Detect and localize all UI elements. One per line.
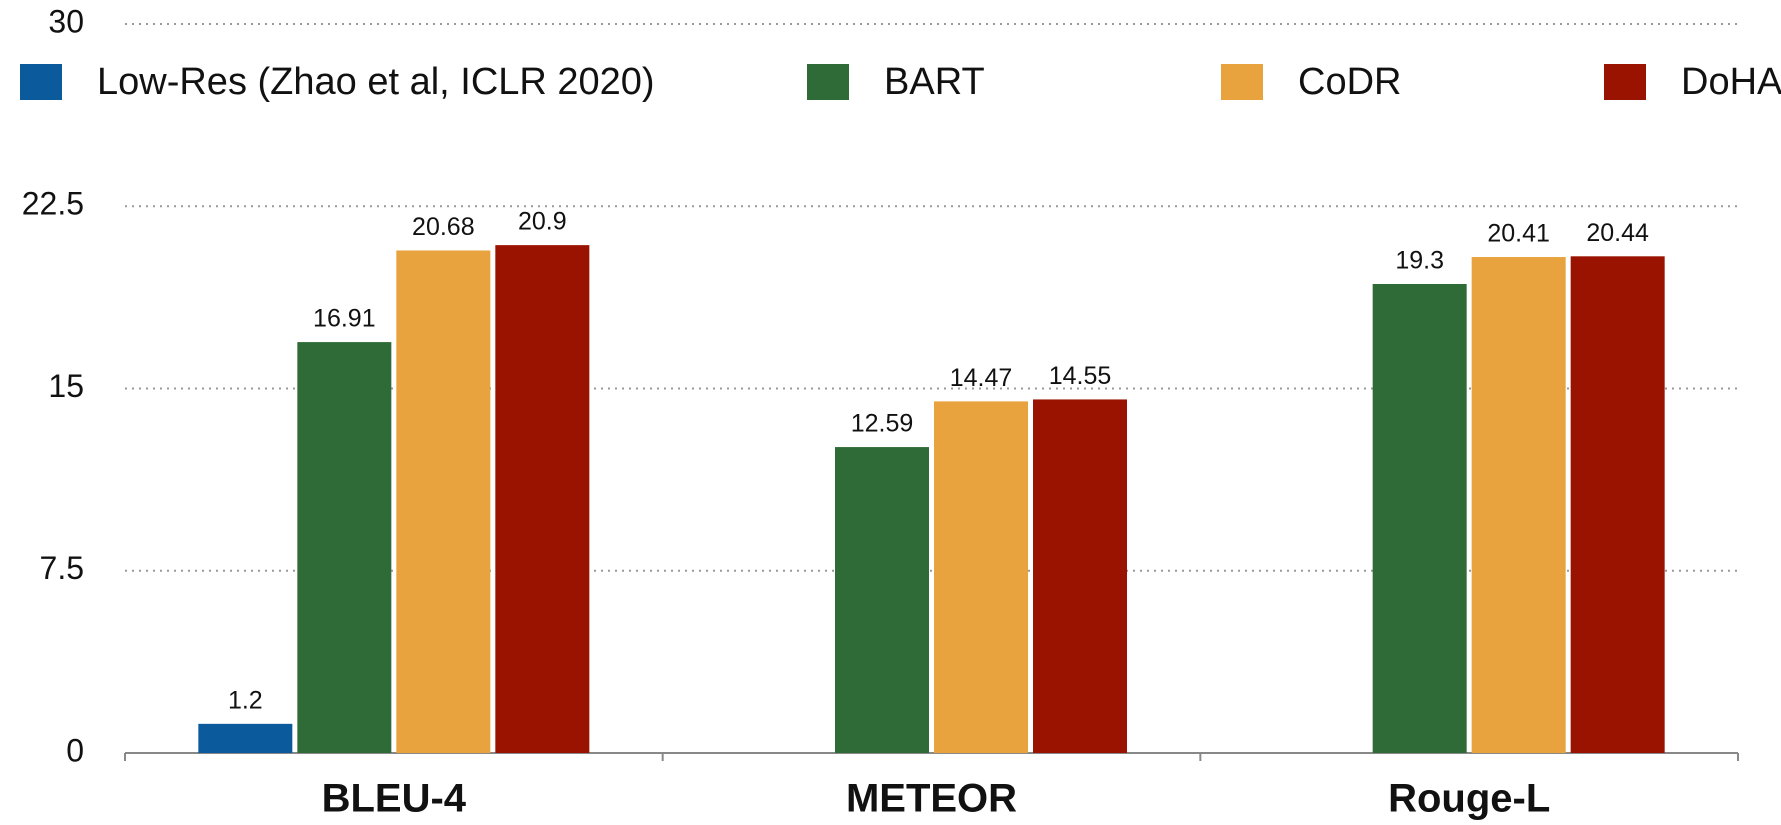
y-tick-label: 0: [66, 732, 84, 768]
value-label: 20.41: [1487, 220, 1550, 248]
y-tick-label: 7.5: [40, 550, 84, 586]
bar: [1570, 256, 1665, 753]
y-tick-label: 30: [48, 3, 84, 39]
value-label: 20.44: [1586, 219, 1649, 247]
bar: [495, 245, 590, 753]
legend-swatch: [1221, 64, 1263, 100]
legend-label: BART: [884, 61, 985, 103]
legend-swatch: [20, 64, 62, 100]
bar: [934, 401, 1028, 753]
x-tick-label: METEOR: [846, 777, 1017, 821]
bar: [396, 250, 491, 753]
legend-swatch: [807, 64, 849, 100]
bar: [835, 447, 929, 753]
y-tick-label: 22.5: [22, 186, 84, 222]
bar: [297, 342, 392, 753]
value-label: 1.2: [228, 686, 263, 714]
value-label: 14.47: [950, 364, 1013, 392]
bar: [198, 723, 293, 753]
bar: [1471, 257, 1566, 753]
legend-label: Low-Res (Zhao et al, ICLR 2020): [97, 61, 655, 103]
legend-label: CoDR: [1298, 61, 1401, 103]
legend-swatch: [1604, 64, 1646, 100]
x-tick-label: Rouge-L: [1388, 777, 1550, 821]
value-label: 20.68: [412, 213, 475, 241]
value-label: 19.3: [1395, 247, 1444, 275]
value-label: 16.91: [313, 305, 376, 333]
value-label: 14.55: [1049, 362, 1112, 390]
bar: [1372, 284, 1467, 753]
bar: [1033, 399, 1127, 753]
y-tick-label: 15: [48, 368, 84, 404]
x-tick-label: BLEU-4: [322, 777, 467, 821]
legend-label: DoHA: [1681, 61, 1781, 103]
value-label: 20.9: [518, 208, 567, 236]
value-label: 12.59: [851, 410, 914, 438]
